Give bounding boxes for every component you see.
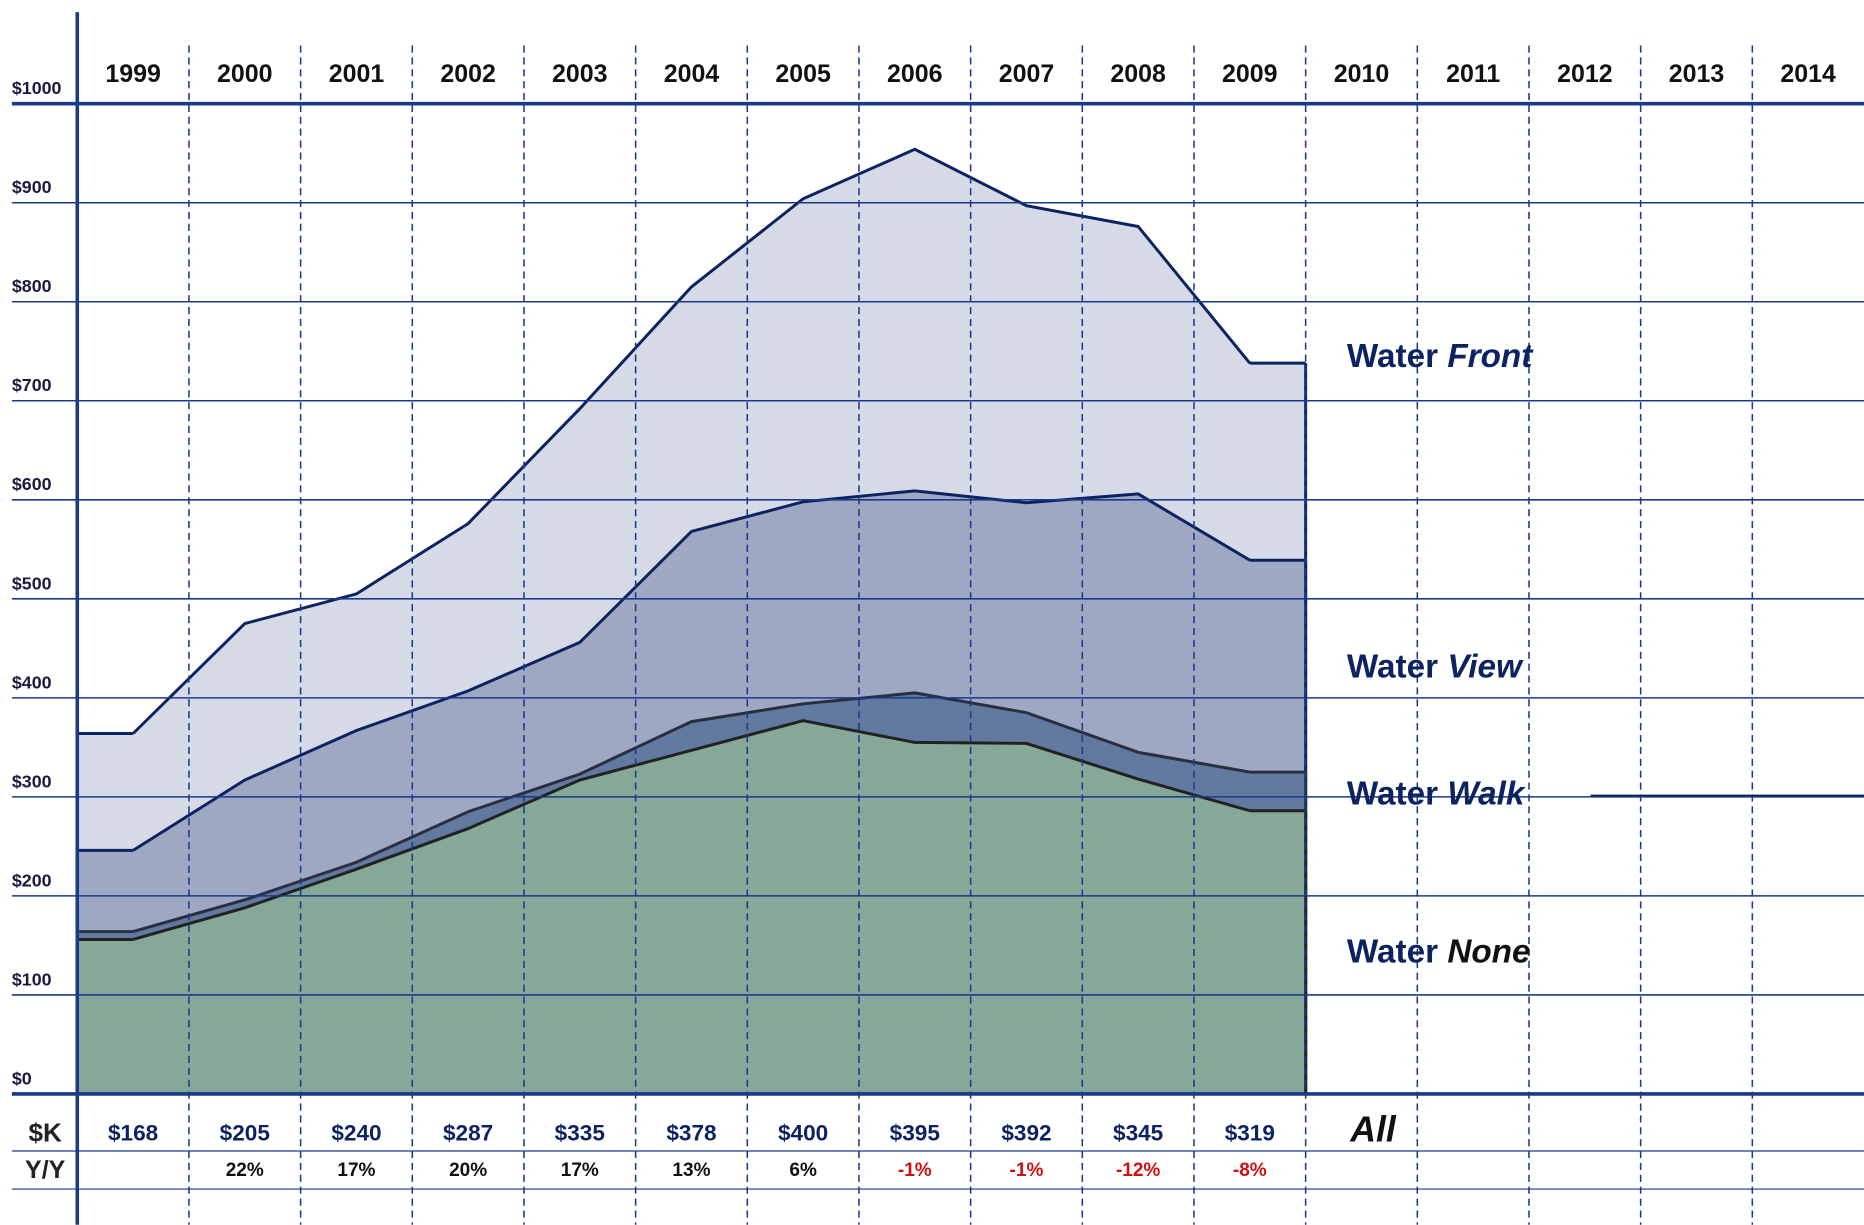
area bbox=[77, 720, 1306, 1094]
x-tick-label: 1999 bbox=[105, 60, 161, 88]
total-value: $240 bbox=[331, 1120, 381, 1145]
total-value: $335 bbox=[555, 1120, 605, 1145]
series-label: Water None bbox=[1347, 933, 1531, 970]
total-value: $392 bbox=[1001, 1120, 1051, 1145]
total-value: $287 bbox=[443, 1120, 493, 1145]
series-label: Water Front bbox=[1347, 338, 1534, 375]
x-tick-label: 2006 bbox=[887, 60, 943, 88]
series-label-part: Front bbox=[1438, 338, 1534, 375]
total-value: $319 bbox=[1225, 1120, 1275, 1145]
total-value: $168 bbox=[108, 1120, 158, 1145]
y-tick-label: $600 bbox=[12, 474, 52, 494]
total-value: $400 bbox=[778, 1120, 828, 1145]
yoy-label: Y/Y bbox=[25, 1156, 66, 1184]
total-value: $378 bbox=[666, 1120, 716, 1145]
y-tick-label: $200 bbox=[12, 870, 52, 890]
y-tick-label: $1000 bbox=[12, 78, 62, 98]
x-tick-label: 2000 bbox=[217, 60, 273, 88]
x-tick-label: 2008 bbox=[1110, 60, 1166, 88]
y-tick-label: $900 bbox=[12, 177, 52, 197]
x-tick-label: 2001 bbox=[329, 60, 385, 88]
totals-label: $K bbox=[28, 1117, 62, 1147]
series-label: Water Walk bbox=[1347, 775, 1526, 812]
x-tick-label: 2012 bbox=[1557, 60, 1613, 88]
x-tick-label: 2003 bbox=[552, 60, 608, 88]
line bbox=[132, 147, 1251, 735]
x-tick-label: 2004 bbox=[664, 60, 720, 88]
y-tick-label: $700 bbox=[12, 375, 52, 395]
y-tick-label: $300 bbox=[12, 771, 52, 791]
line bbox=[132, 691, 1251, 933]
yoy-value: 6% bbox=[789, 1160, 817, 1181]
yoy-value: 22% bbox=[226, 1160, 264, 1181]
y-tick-label: $0 bbox=[12, 1068, 32, 1088]
yoy-value: 17% bbox=[337, 1160, 375, 1181]
series-label-part: None bbox=[1438, 933, 1530, 970]
yoy-value: 13% bbox=[672, 1160, 710, 1181]
yoy-value: -8% bbox=[1233, 1160, 1267, 1181]
yoy-value: 20% bbox=[449, 1160, 487, 1181]
x-tick-label: 2007 bbox=[999, 60, 1055, 88]
series-label: Water View bbox=[1347, 648, 1524, 685]
totals-name: All bbox=[1349, 1109, 1397, 1149]
series-label-part: Walk bbox=[1438, 775, 1526, 812]
series-label-part: View bbox=[1438, 648, 1524, 685]
yoy-value: -1% bbox=[898, 1160, 932, 1181]
line bbox=[132, 719, 1251, 941]
y-tick-label: $400 bbox=[12, 672, 52, 692]
total-value: $395 bbox=[890, 1120, 940, 1145]
x-tick-label: 2002 bbox=[440, 60, 496, 88]
total-value: $205 bbox=[220, 1120, 270, 1145]
y-tick-label: $100 bbox=[12, 969, 52, 989]
x-tick-label: 2010 bbox=[1334, 60, 1390, 88]
series-label-part: Water bbox=[1347, 338, 1438, 375]
yoy-value: 17% bbox=[561, 1160, 599, 1181]
x-tick-label: 2005 bbox=[775, 60, 831, 88]
yoy-value: -1% bbox=[1010, 1160, 1044, 1181]
yoy-value: -12% bbox=[1116, 1160, 1160, 1181]
series-label-part: Water bbox=[1347, 775, 1438, 812]
series-label-part: Water bbox=[1347, 933, 1438, 970]
series-label-part: Water bbox=[1347, 648, 1438, 685]
x-tick-label: 2009 bbox=[1222, 60, 1278, 88]
x-tick-label: 2011 bbox=[1446, 60, 1500, 88]
total-value: $345 bbox=[1113, 1120, 1163, 1145]
y-tick-label: $800 bbox=[12, 276, 52, 296]
y-tick-label: $500 bbox=[12, 573, 52, 593]
x-tick-label: 2014 bbox=[1780, 60, 1836, 88]
x-tick-label: 2013 bbox=[1669, 60, 1725, 88]
